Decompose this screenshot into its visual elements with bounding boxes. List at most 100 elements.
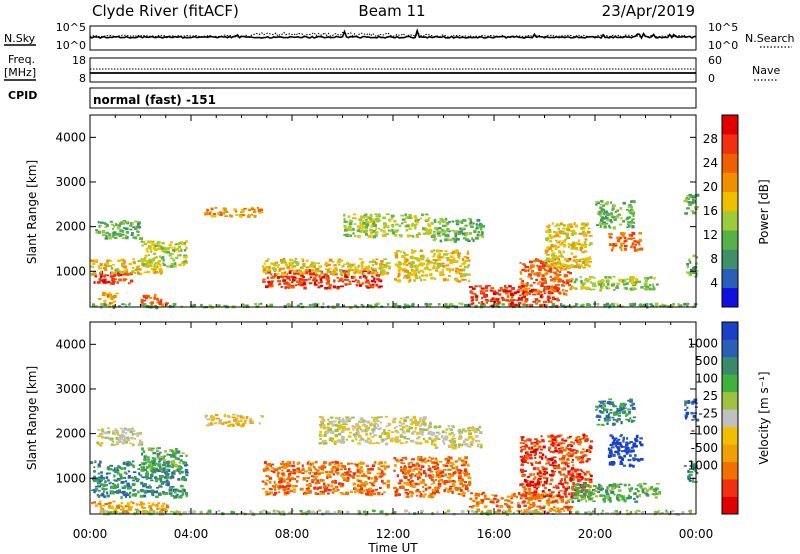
scatter-cell: [354, 438, 358, 441]
scatter-cell: [299, 271, 302, 275]
scatter-cell: [460, 232, 464, 235]
scatter-cell: [157, 460, 161, 463]
scatter-cell: [294, 261, 299, 264]
scatter-cell: [432, 238, 436, 242]
scatter-cell: [608, 235, 611, 239]
scatter-cell: [417, 436, 421, 439]
scatter-cell: [537, 495, 542, 498]
scatter-cell: [357, 432, 360, 435]
scatter-cell: [128, 463, 132, 466]
scatter-cell: [570, 495, 574, 499]
scatter-cell: [536, 497, 539, 500]
scatter-cell: [645, 302, 649, 306]
scatter-cell: [401, 469, 405, 472]
scatter-cell: [536, 496, 540, 498]
scatter-cell: [463, 268, 466, 272]
scatter-cell: [344, 423, 349, 426]
scatter-cell: [423, 268, 427, 270]
scatter-cell: [150, 473, 154, 477]
scatter-cell: [136, 478, 141, 481]
scatter-cell: [527, 446, 530, 450]
scatter-cell: [146, 474, 149, 478]
scatter-cell: [451, 466, 455, 469]
scatter-cell: [183, 259, 187, 262]
scatter-cell: [516, 304, 520, 307]
scatter-cell: [595, 203, 598, 206]
scatter-cell: [379, 421, 382, 424]
scatter-cell: [638, 238, 642, 242]
scatter-cell: [571, 244, 575, 248]
scatter-cell: [425, 429, 428, 432]
scatter-cell: [146, 466, 151, 469]
scatter-cell: [316, 268, 320, 270]
scatter-cell: [131, 464, 135, 467]
scatter-cell: [311, 480, 314, 484]
scatter-cell: [447, 259, 451, 262]
scatter-cell: [371, 435, 375, 438]
scatter-cell: [352, 472, 357, 475]
scatter-cell: [433, 443, 437, 447]
scatter-cell: [359, 470, 362, 474]
scatter-cell: [527, 506, 532, 510]
scatter-cell: [507, 290, 511, 293]
scatter-cell: [145, 248, 148, 251]
scatter-cell: [535, 272, 540, 275]
scatter-cell: [235, 210, 238, 213]
scatter-cell: [628, 233, 632, 237]
scatter-cell: [357, 264, 360, 267]
scatter-cell: [340, 441, 345, 444]
scatter-cell: [315, 273, 319, 276]
scatter-cell: [583, 250, 588, 253]
scatter-cell: [374, 417, 378, 421]
nsearch-tick-bottom: 10^0: [708, 39, 738, 52]
scatter-cell: [521, 292, 525, 295]
scatter-cell: [390, 229, 394, 232]
scatter-cell: [644, 287, 649, 291]
scatter-cell: [258, 303, 261, 306]
scatter-cell: [582, 282, 586, 285]
scatter-cell: [457, 492, 462, 496]
scatter-cell: [541, 304, 545, 306]
scatter-cell: [142, 303, 147, 306]
scatter-cell: [403, 419, 408, 423]
scatter-cell: [289, 471, 292, 474]
scatter-cell: [580, 258, 584, 261]
scatter-cell: [364, 276, 368, 280]
scatter-cell: [575, 259, 579, 262]
scatter-cell: [453, 252, 456, 255]
scatter-cell: [296, 467, 300, 471]
scatter-cell: [585, 243, 588, 246]
scatter-cell: [622, 279, 627, 283]
scatter-cell: [145, 260, 149, 263]
scatter-cell: [480, 493, 484, 496]
scatter-cell: [104, 226, 108, 229]
scatter-cell: [385, 213, 390, 216]
scatter-cell: [351, 280, 356, 283]
scatter-cell: [546, 459, 551, 462]
scatter-cell: [413, 223, 417, 227]
scatter-cell: [162, 467, 166, 470]
scatter-cell: [420, 459, 425, 461]
scatter-cell: [475, 504, 480, 507]
scatter-cell: [551, 444, 555, 447]
scatter-cell: [543, 268, 546, 271]
scatter-cell: [614, 243, 618, 247]
scatter-cell: [541, 453, 545, 457]
scatter-cell: [549, 275, 553, 279]
scatter-cell: [445, 256, 450, 259]
scatter-cell: [460, 470, 463, 472]
scatter-cell: [123, 265, 127, 269]
scatter-cell: [547, 291, 552, 295]
scatter-cell: [421, 274, 424, 277]
scatter-cell: [626, 278, 629, 281]
scatter-cell: [342, 304, 346, 308]
scatter-cell: [101, 274, 105, 277]
scatter-cell: [416, 234, 419, 236]
scatter-cell: [365, 232, 368, 236]
scatter-cell: [294, 485, 298, 488]
scatter-cell: [362, 229, 365, 232]
scatter-cell: [572, 243, 575, 245]
scatter-cell: [100, 471, 103, 474]
scatter-cell: [107, 479, 110, 482]
scatter-cell: [163, 476, 167, 478]
